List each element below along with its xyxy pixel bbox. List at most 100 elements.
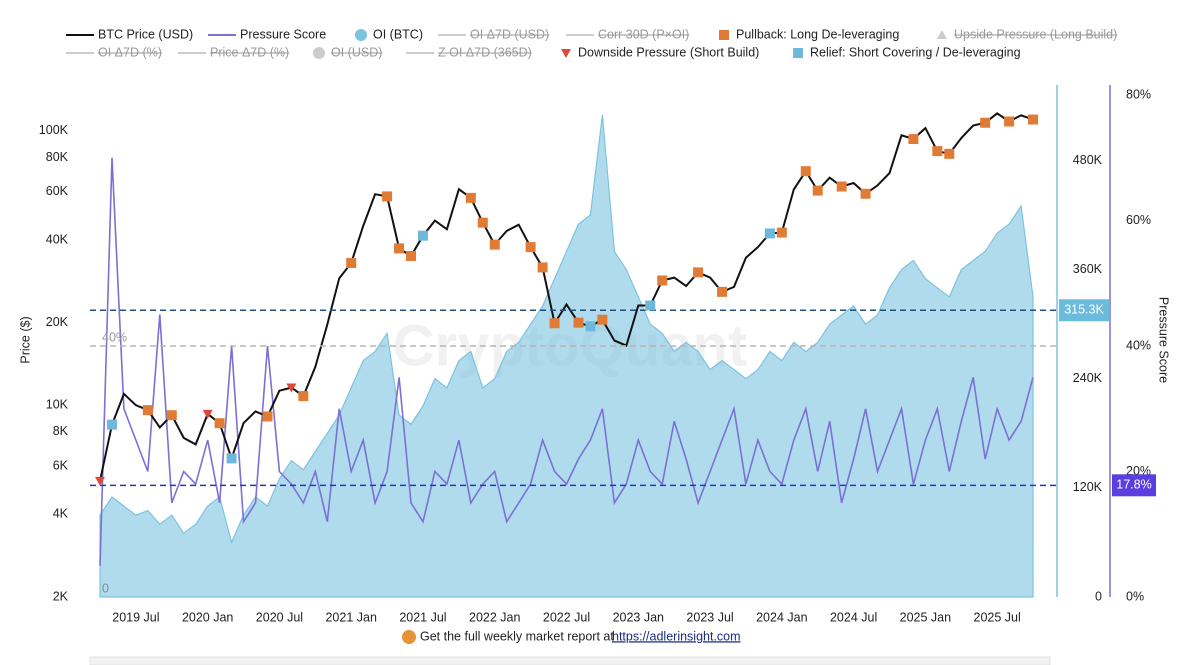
x-tick-label: 2021 Jan <box>325 610 376 624</box>
signal-marker <box>812 185 823 196</box>
y-tick-label: 10K <box>46 398 69 412</box>
y3-tick-label: 80% <box>1126 87 1151 101</box>
y3-tick-label: 60% <box>1126 213 1151 227</box>
x-tick-label: 2025 Jan <box>900 610 951 624</box>
y-axis-title: Price ($) <box>18 316 32 363</box>
signal-marker <box>908 134 919 145</box>
x-tick-label: 2020 Jan <box>182 610 233 624</box>
signal-marker <box>106 419 117 430</box>
signal-marker <box>477 217 488 228</box>
y-tick-label: 2K <box>53 589 69 603</box>
signal-marker <box>406 250 417 261</box>
legend-label[interactable]: Corr 30D (P×OI) <box>598 27 689 41</box>
legend-label[interactable]: Pullback: Long De-leveraging <box>736 27 899 41</box>
signal-marker <box>776 227 787 238</box>
y2-tick-label: 240K <box>1073 371 1103 385</box>
table-strip <box>89 656 1051 665</box>
signal-marker <box>597 314 608 325</box>
signal-marker <box>166 410 177 421</box>
pressure-line <box>99 157 1034 566</box>
footer-link[interactable]: https://adlerinsight.com <box>612 629 741 643</box>
x-tick-label: 2023 Jan <box>613 610 664 624</box>
signal-marker <box>489 239 500 250</box>
legend-label[interactable]: Price Δ7D (%) <box>210 45 289 59</box>
x-tick-label: 2022 Jan <box>469 610 520 624</box>
legend-swatch <box>937 30 947 39</box>
signal-marker <box>764 228 775 239</box>
signal-marker <box>717 286 728 297</box>
signal-marker <box>214 418 225 429</box>
signal-marker <box>525 242 536 253</box>
y-tick-label: 8K <box>53 424 69 438</box>
ref-label: 40% <box>102 330 127 344</box>
y2-tick-label: 480K <box>1073 153 1103 167</box>
x-tick-label: 2024 Jul <box>830 610 877 624</box>
oi-area <box>99 114 1034 598</box>
y-tick-label: 20K <box>46 315 69 329</box>
signal-marker <box>465 192 476 203</box>
signal-marker <box>1028 114 1039 125</box>
signal-marker <box>1004 116 1015 127</box>
ref-label: 17.8% <box>1116 478 1151 492</box>
y-tick-label: 60K <box>46 184 69 198</box>
y-tick-label: 100K <box>39 123 69 137</box>
y2-tick-label: 360K <box>1073 262 1103 276</box>
legend-label[interactable]: Pressure Score <box>240 27 326 41</box>
footer-text: Get the full weekly market report at <box>420 629 614 643</box>
signal-marker <box>944 148 955 159</box>
legend-label[interactable]: BTC Price (USD) <box>98 27 193 41</box>
y3-tick-label: 20% <box>1126 464 1151 478</box>
signal-marker <box>346 257 357 268</box>
signal-marker <box>693 267 704 278</box>
signal-marker <box>417 230 428 241</box>
legend-swatch <box>793 48 803 58</box>
x-tick-label: 2024 Jan <box>756 610 807 624</box>
legend-label[interactable]: Downside Pressure (Short Build) <box>578 45 759 59</box>
signal-marker <box>202 409 213 419</box>
x-tick-label: 2022 Jul <box>543 610 590 624</box>
y2-tick-label: 0 <box>1095 589 1102 603</box>
legend-label[interactable]: Upside Pressure (Long Build) <box>954 27 1117 41</box>
ref-label-box <box>1112 474 1156 497</box>
y-tick-label: 80K <box>46 150 69 164</box>
signal-marker <box>645 300 656 311</box>
signal-marker <box>585 321 596 332</box>
y-tick-label: 4K <box>53 507 69 521</box>
signal-marker <box>298 391 309 402</box>
legend-label[interactable]: OI (USD) <box>331 45 382 59</box>
y3-tick-label: 40% <box>1126 338 1151 352</box>
x-tick-label: 2025 Jul <box>974 610 1021 624</box>
signal-marker <box>800 166 811 177</box>
x-tick-label: 2019 Jul <box>112 610 159 624</box>
legend-label[interactable]: OI Δ7D (USD) <box>470 27 549 41</box>
legend-label[interactable]: Relief: Short Covering / De-leveraging <box>810 45 1021 59</box>
origin-label: 0 <box>102 581 109 595</box>
legend-label[interactable]: OI (BTC) <box>373 27 423 41</box>
x-tick-label: 2023 Jul <box>686 610 733 624</box>
signal-marker <box>573 317 584 328</box>
price-line <box>99 112 1034 482</box>
signal-marker <box>394 243 405 254</box>
signal-marker <box>836 181 847 192</box>
signal-marker <box>95 476 105 486</box>
signal-marker <box>262 411 273 422</box>
signal-marker <box>226 453 237 464</box>
x-tick-label: 2021 Jul <box>399 610 446 624</box>
x-tick-label: 2020 Jul <box>256 610 303 624</box>
y-tick-label: 40K <box>46 232 69 246</box>
ref-label-box <box>1059 299 1109 322</box>
legend-swatch <box>719 30 729 40</box>
legend-swatch <box>313 47 325 59</box>
signal-marker <box>860 188 871 199</box>
legend-label[interactable]: OI Δ7D (%) <box>98 45 162 59</box>
signal-marker <box>549 318 560 329</box>
y-tick-label: 6K <box>53 458 69 472</box>
legend-swatch <box>355 29 367 41</box>
ref-label: 315.3K <box>1064 303 1104 317</box>
legend-label[interactable]: Z OI Δ7D (365D) <box>438 45 532 59</box>
legend-swatch <box>561 49 571 58</box>
y3-axis-title: Pressure Score <box>1157 297 1171 383</box>
y3-tick-label: 0% <box>1126 589 1144 603</box>
signal-marker <box>537 262 548 273</box>
